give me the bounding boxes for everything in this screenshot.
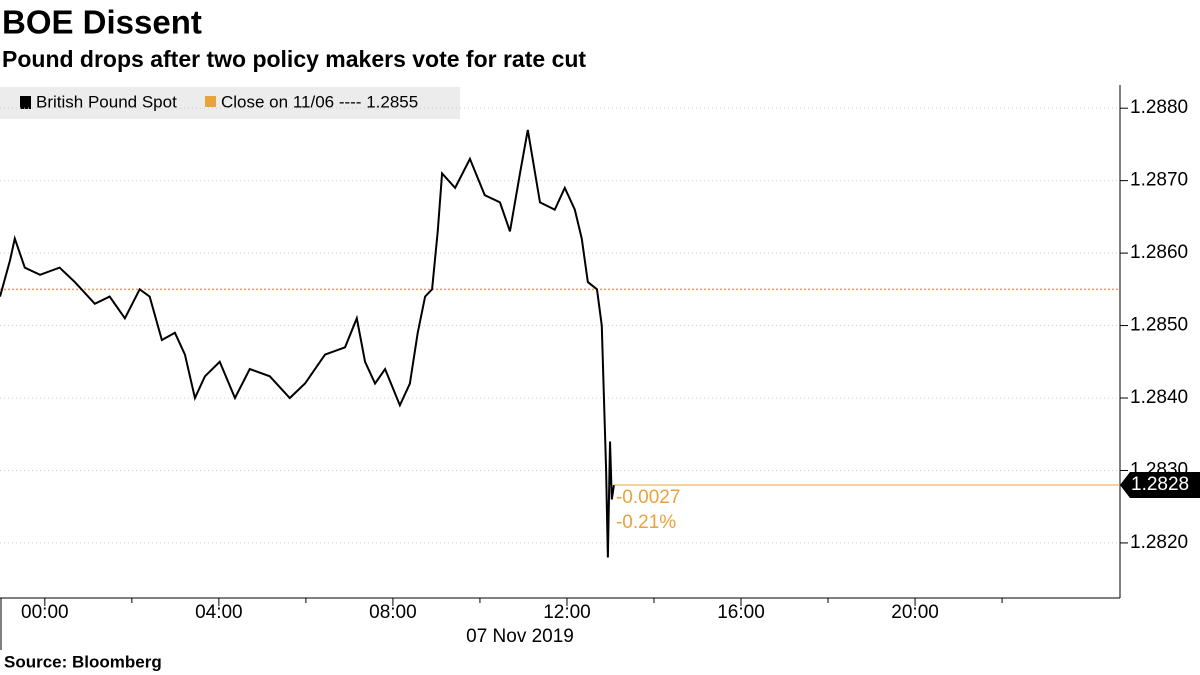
x-tick-label: 04:00 <box>195 602 243 623</box>
change-annotation: -0.21% <box>616 512 676 533</box>
y-tick-label: 1.2820 <box>1130 532 1188 553</box>
x-tick-label: 00:00 <box>21 602 69 623</box>
y-tick-label: 1.2880 <box>1130 97 1188 118</box>
y-tick-label: 1.2850 <box>1130 315 1188 336</box>
chart-title: BOE Dissent <box>2 4 202 41</box>
y-tick-label: 1.2860 <box>1130 242 1188 263</box>
x-tick-label: 16:00 <box>717 602 765 623</box>
x-tick-label: 12:00 <box>543 602 591 623</box>
change-annotation: -0.0027 <box>616 487 680 508</box>
chart-subtitle: Pound drops after two policy makers vote… <box>2 46 586 72</box>
legend-label: British Pound Spot <box>36 92 177 111</box>
x-tick-label: 20:00 <box>891 602 939 623</box>
legend-label: Close on 11/06 ---- 1.2855 <box>221 92 418 111</box>
y-tick-label: 1.2870 <box>1130 170 1188 191</box>
x-axis-label: 07 Nov 2019 <box>466 626 574 647</box>
legend-swatch <box>20 96 31 109</box>
source: Source: Bloomberg <box>4 652 162 671</box>
y-tick-label: 1.2840 <box>1130 387 1188 408</box>
legend-box <box>0 87 460 119</box>
last-value-tag <box>1120 471 1200 498</box>
last-value-label: 1.2828 <box>1131 474 1189 495</box>
price-line <box>0 129 615 558</box>
x-tick-label: 08:00 <box>369 602 417 623</box>
legend-swatch <box>205 96 216 107</box>
